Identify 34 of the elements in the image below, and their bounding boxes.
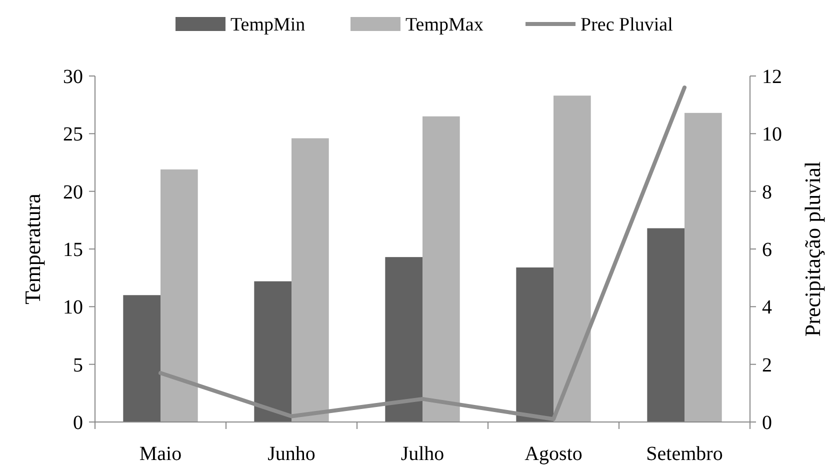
legend-label: Prec Pluvial	[580, 14, 673, 36]
bar	[123, 295, 160, 422]
y2-tick-label: 6	[762, 239, 772, 261]
legend-label: TempMin	[230, 14, 306, 36]
y-tick-label: 5	[73, 354, 83, 376]
y2-tick-label: 0	[762, 412, 772, 434]
x-tick-label: Julho	[400, 443, 444, 465]
bar	[516, 267, 554, 422]
bar	[647, 228, 684, 422]
bar	[292, 138, 329, 422]
bar	[254, 281, 292, 422]
x-tick-label: Junho	[268, 443, 316, 465]
y2-tick-label: 10	[762, 124, 782, 146]
y2-tick-label: 8	[762, 181, 772, 204]
y2-tick-label: 12	[762, 66, 782, 88]
x-tick-label: Maio	[139, 443, 182, 465]
legend-label: TempMax	[406, 14, 484, 36]
bar	[422, 116, 460, 422]
bar	[160, 169, 198, 422]
x-tick-label: Setembro	[646, 443, 723, 465]
y-axis-title: Temperatura	[20, 193, 45, 304]
bar	[684, 112, 722, 422]
y-tick-label: 25	[63, 124, 83, 146]
bar	[554, 96, 591, 422]
y2-tick-label: 4	[762, 296, 772, 319]
bar	[385, 257, 422, 422]
y-tick-label: 30	[63, 66, 83, 88]
y2-tick-label: 2	[762, 354, 772, 376]
y-tick-label: 0	[73, 412, 83, 434]
y-tick-label: 15	[63, 239, 83, 261]
x-tick-label: Agosto	[524, 443, 582, 465]
y-tick-label: 20	[63, 181, 83, 204]
y2-axis-title: Precipitação pluvial	[800, 161, 825, 337]
y-tick-label: 10	[63, 296, 83, 319]
